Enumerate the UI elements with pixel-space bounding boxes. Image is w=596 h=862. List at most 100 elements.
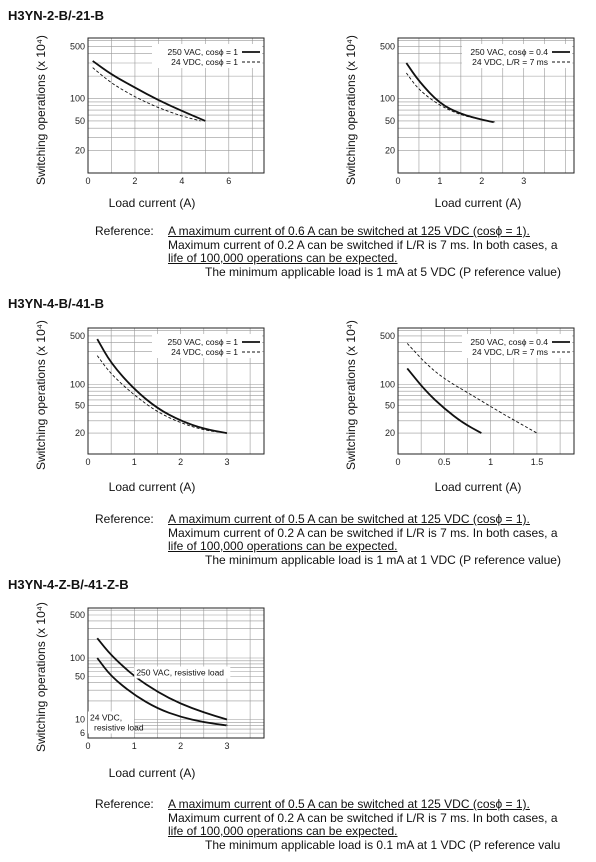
reference-label: Reference: [95, 512, 154, 526]
minimum-load-note: The minimum applicable load is 1 mA at 5… [205, 264, 561, 279]
legend-entry: 24 VDC, cosϕ = 1 [171, 57, 238, 67]
y-tick-label: 500 [70, 41, 85, 51]
reference-line: Maximum current of 0.2 A can be switched… [168, 810, 558, 825]
plot-frame [397, 327, 575, 455]
y-tick-label: 50 [75, 116, 85, 126]
legend-entry: 250 VAC, cosϕ = 1 [167, 47, 238, 57]
x-tick-label: 4 [179, 176, 184, 186]
series-line [406, 367, 482, 434]
series-annotation: 250 VAC, resistive load [136, 668, 224, 678]
x-tick-label: 2 [178, 741, 183, 751]
series-annotation: resistive load [94, 722, 144, 732]
plot-frame [87, 607, 265, 739]
x-tick-label: 0.5 [438, 457, 451, 467]
x-tick-label: 0 [85, 176, 90, 186]
y-tick-label: 20 [75, 146, 85, 156]
x-axis-label: Load current (A) [434, 196, 522, 210]
chart-plot: 500 100 50 20 0 2 4 6 250 VAC, cosϕ = 124 VDC, c… [70, 37, 265, 186]
y-tick-label: 50 [75, 672, 85, 682]
legend: 250 VAC, cosϕ = 124 VDC, cosϕ = 1 [152, 334, 262, 358]
reference-line: Maximum current of 0.2 A can be switched… [168, 525, 558, 540]
reference-line: A maximum current of 0.5 A can be switch… [168, 797, 530, 811]
y-tick-label: 20 [385, 146, 395, 156]
reference-line: A maximum current of 0.6 A can be switch… [168, 224, 530, 238]
x-tick-label: 1 [132, 741, 137, 751]
y-axis-label: Switching operations (x 10⁴) [34, 602, 48, 752]
x-tick-label: 0 [395, 176, 400, 186]
y-tick-label: 100 [70, 653, 85, 663]
y-tick-label: 10 [75, 714, 85, 724]
x-tick-label: 0 [395, 457, 400, 467]
chart-plot: 500 100 50 10 60 1 2 3 250 VAC, resistive load 24… [70, 607, 265, 751]
plot-frame [397, 37, 575, 174]
chart-plot: 500 100 50 20 0 1 2 3 250 VAC, cosϕ = 124 VDC, c… [70, 327, 265, 467]
legend-entry: 24 VDC, L/R = 7 ms [472, 57, 548, 67]
x-tick-label: 3 [224, 457, 229, 467]
chart-plot: 500 100 50 20 0 1 2 3 250 VAC, cosϕ = 0.424 VDC,… [380, 37, 575, 186]
series-line [406, 72, 482, 121]
y-tick-label: 50 [75, 400, 85, 410]
reference-line: life of 100,000 operations can be expect… [168, 251, 398, 265]
x-tick-label: 3 [521, 176, 526, 186]
legend: 250 VAC, cosϕ = 0.424 VDC, L/R = 7 ms [462, 44, 572, 68]
y-tick-label: 100 [380, 379, 395, 389]
legend-entry: 250 VAC, cosϕ = 0.4 [470, 337, 548, 347]
x-tick-label: 6 [226, 176, 231, 186]
legend-entry: 250 VAC, cosϕ = 0.4 [470, 47, 548, 57]
section-title: H3YN-4-B/-41-B [8, 296, 105, 311]
legend: 250 VAC, cosϕ = 124 VDC, cosϕ = 1 [152, 44, 262, 68]
y-tick-label: 500 [70, 331, 85, 341]
x-axis-label: Load current (A) [434, 480, 522, 494]
legend: 250 VAC, cosϕ = 0.424 VDC, L/R = 7 ms [462, 334, 572, 358]
reference-text: A maximum current of 0.5 A can be switch… [168, 797, 588, 852]
y-axis-label: Switching operations (x 10⁴) [344, 35, 358, 185]
series-line [405, 62, 495, 124]
x-tick-label: 0 [85, 457, 90, 467]
y-tick-label: 20 [385, 428, 395, 438]
y-axis-label: Switching operations (x 10⁴) [34, 320, 48, 470]
y-tick-label: 500 [380, 41, 395, 51]
reference-text: A maximum current of 0.5 A can be switch… [168, 512, 588, 567]
y-tick-label: 500 [380, 331, 395, 341]
plot-frame [87, 37, 265, 174]
y-tick-label: 100 [70, 94, 85, 104]
minimum-load-note: The minimum applicable load is 0.1 mA at… [205, 837, 561, 852]
y-tick-label: 500 [70, 610, 85, 620]
x-tick-label: 1.5 [531, 457, 544, 467]
x-tick-label: 2 [178, 457, 183, 467]
x-tick-label: 2 [479, 176, 484, 186]
series-line [96, 338, 228, 434]
legend-entry: 24 VDC, cosϕ = 1 [171, 347, 238, 357]
x-tick-label: 1 [437, 176, 442, 186]
x-tick-label: 2 [132, 176, 137, 186]
series-annotation: 24 VDC, [90, 712, 122, 722]
x-axis-label: Load current (A) [108, 766, 196, 780]
x-tick-label: 0 [85, 741, 90, 751]
x-axis-label: Load current (A) [108, 480, 196, 494]
series-line [96, 355, 228, 434]
section-title: H3YN-4-Z-B/-41-Z-B [8, 577, 129, 592]
reference-line: life of 100,000 operations can be expect… [168, 824, 398, 838]
y-tick-label: 50 [385, 400, 395, 410]
y-tick-label: 100 [70, 379, 85, 389]
reference-line: Maximum current of 0.2 A can be switched… [168, 237, 558, 252]
curve-annotations: 250 VAC, resistive load 24 VDC,resistive … [88, 666, 231, 734]
reference-label: Reference: [95, 797, 154, 811]
series-line [92, 60, 206, 122]
minimum-load-note: The minimum applicable load is 1 mA at 1… [205, 552, 561, 567]
y-tick-label: 50 [385, 116, 395, 126]
y-tick-label: 100 [380, 94, 395, 104]
section-title: H3YN-2-B/-21-B [8, 8, 105, 23]
x-axis-label: Load current (A) [108, 196, 196, 210]
legend-entry: 250 VAC, cosϕ = 1 [167, 337, 238, 347]
reference-line: life of 100,000 operations can be expect… [168, 539, 398, 553]
series-line [96, 637, 228, 721]
plot-frame [87, 327, 265, 455]
x-tick-label: 1 [488, 457, 493, 467]
series-line [92, 67, 201, 122]
reference-line: A maximum current of 0.5 A can be switch… [168, 512, 530, 526]
y-tick-label: 20 [75, 428, 85, 438]
chart-plot: 500 100 50 20 0 0.5 1 1.5 250 VAC, cosϕ = 0.424 … [380, 327, 575, 467]
legend-entry: 24 VDC, L/R = 7 ms [472, 347, 548, 357]
y-axis-label: Switching operations (x 10⁴) [34, 35, 48, 185]
